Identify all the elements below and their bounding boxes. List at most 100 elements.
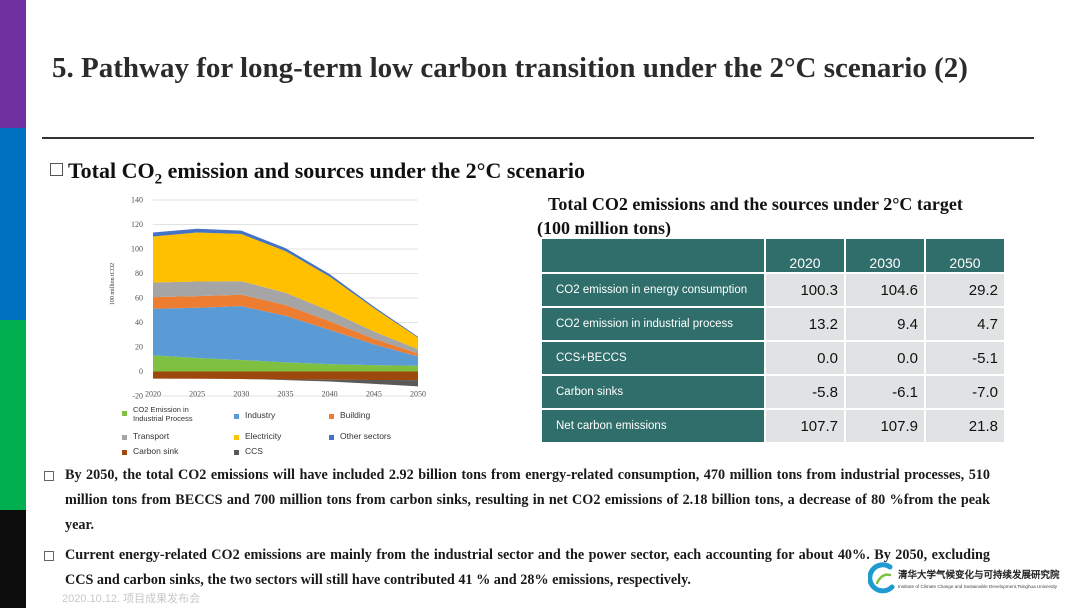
table-cell: -5.8 — [764, 374, 846, 410]
chart-x-ticks: 2020 2025 2030 2035 2040 2045 2050 — [145, 390, 426, 399]
logo-emblem-icon — [868, 562, 895, 594]
table-year-header: 2020 — [764, 237, 846, 274]
chart-y-tick-label: 40 — [135, 318, 143, 327]
table-caption: Total CO2 emissions and the sources unde… — [537, 192, 1027, 240]
chart-y-ticks: -20 0 20 40 60 80 100 120 140 — [131, 196, 143, 401]
table-cell: 0.0 — [764, 340, 846, 376]
chart-x-tick-label: 2040 — [322, 390, 338, 399]
chart-y-tick-label: 0 — [139, 367, 143, 376]
title-divider — [42, 137, 1034, 139]
table-cell: 9.4 — [844, 306, 926, 342]
section-heading-post: emission and sources under the 2°C scena… — [162, 158, 586, 183]
chart-y-tick-label: 60 — [135, 294, 143, 303]
chart-area-series — [153, 378, 418, 387]
legend-label: CCS — [245, 446, 263, 456]
legend-swatch — [329, 435, 334, 440]
legend-label: Industry — [245, 410, 276, 420]
chart-area-series — [153, 228, 418, 338]
chart-y-tick-label: 100 — [131, 245, 143, 254]
section-heading: Total CO2 emission and sources under the… — [50, 158, 585, 188]
chart-areas — [153, 228, 418, 387]
legend-swatch — [234, 450, 239, 455]
legend-swatch — [122, 435, 127, 440]
chart-y-tick-label: 20 — [135, 343, 143, 352]
table-cell: -5.1 — [924, 340, 1006, 376]
bullet-box-icon — [44, 471, 54, 481]
legend-swatch — [234, 414, 239, 419]
section-heading-sub: 2 — [154, 171, 163, 188]
table-cell: 0.0 — [844, 340, 926, 376]
table-row-label: Carbon sinks — [540, 374, 766, 410]
table-cell: 29.2 — [924, 272, 1006, 308]
bullet-box-icon — [50, 163, 63, 176]
chart-y-tick-label: 120 — [131, 220, 143, 229]
chart-x-tick-label: 2020 — [145, 390, 161, 399]
table-row-label: CCS+BECCS — [540, 340, 766, 376]
table-corner-cell — [540, 237, 766, 274]
logo-chinese-name: 清华大学气候变化与可持续发展研究院 — [898, 570, 1060, 581]
legend-label: Carbon sink — [133, 446, 179, 456]
emissions-table: 2020 2030 2050 CO2 emission in energy co… — [540, 237, 1006, 444]
table-header-row: 2020 2030 2050 — [540, 237, 1006, 274]
chart-x-tick-label: 2025 — [189, 390, 205, 399]
table-year-header: 2030 — [844, 237, 926, 274]
section-heading-pre: Total CO — [68, 158, 155, 183]
legend-label: Transport — [133, 431, 170, 441]
table-caption-line2: (100 million tons) — [537, 218, 672, 238]
legend-swatch — [122, 411, 127, 416]
table-year-header: 2050 — [924, 237, 1006, 274]
legend-swatch — [234, 435, 239, 440]
paragraph-sector-emissions: Current energy-related CO2 emissions are… — [44, 543, 990, 593]
chart-x-tick-label: 2035 — [278, 390, 294, 399]
black-stripe — [0, 510, 26, 608]
table-row: CCS+BECCS 0.0 0.0 -5.1 — [540, 340, 1006, 376]
green-stripe — [0, 320, 26, 510]
table-row: Net carbon emissions 107.7 107.9 21.8 — [540, 408, 1006, 444]
chart-area-series — [153, 281, 418, 354]
table-cell: -6.1 — [844, 374, 926, 410]
chart-area-series — [153, 306, 418, 366]
page-title: 5. Pathway for long-term low carbon tran… — [52, 52, 968, 84]
legend-label: CO2 Emission in Industrial Process — [133, 405, 193, 423]
purple-stripe — [0, 0, 26, 128]
table-cell: 21.8 — [924, 408, 1006, 444]
table-row: Carbon sinks -5.8 -6.1 -7.0 — [540, 374, 1006, 410]
paragraph-text: Current energy-related CO2 emissions are… — [65, 547, 990, 588]
table-row-label: Net carbon emissions — [540, 408, 766, 444]
table-cell: -7.0 — [924, 374, 1006, 410]
paragraph-2050-emissions: By 2050, the total CO2 emissions will ha… — [44, 463, 990, 538]
table-caption-line1: Total CO2 emissions and the sources unde… — [548, 194, 963, 214]
table-row-label: CO2 emission in industrial process — [540, 306, 766, 342]
chart-y-tick-label: -20 — [132, 392, 143, 401]
chart-x-tick-label: 2030 — [233, 390, 249, 399]
table-row: CO2 emission in industrial process 13.2 … — [540, 306, 1006, 342]
footer-date: 2020.10.12. 项目成果发布会 — [62, 593, 201, 605]
legend-swatch — [329, 414, 334, 419]
chart-area-series — [153, 232, 418, 350]
legend-label: Building — [340, 410, 371, 420]
table-cell: 107.9 — [844, 408, 926, 444]
table-cell: 4.7 — [924, 306, 1006, 342]
legend-label: Other sectors — [340, 431, 392, 441]
chart-x-tick-label: 2045 — [366, 390, 382, 399]
chart-area-series — [153, 294, 418, 357]
legend-swatch — [122, 450, 127, 455]
paragraph-text: By 2050, the total CO2 emissions will ha… — [65, 467, 990, 533]
institute-logo: 清华大学气候变化与可持续发展研究院 Institute of Climate C… — [868, 561, 1078, 595]
table-row: CO2 emission in energy consumption 100.3… — [540, 272, 1006, 308]
table-cell: 13.2 — [764, 306, 846, 342]
table-cell: 104.6 — [844, 272, 926, 308]
chart-y-tick-label: 80 — [135, 269, 143, 278]
chart-area-series — [153, 355, 418, 372]
table-cell: 100.3 — [764, 272, 846, 308]
chart-legend: CO2 Emission in Industrial Process Indust… — [122, 405, 422, 456]
table-row-label: CO2 emission in energy consumption — [540, 272, 766, 308]
blue-stripe — [0, 128, 26, 320]
legend-label: Electricity — [245, 431, 282, 441]
chart-y-axis-label: 100 million tCO2 — [110, 263, 116, 305]
chart-x-tick-label: 2050 — [410, 390, 426, 399]
table-cell: 107.7 — [764, 408, 846, 444]
chart-area-series — [153, 371, 418, 381]
bullet-box-icon — [44, 551, 54, 561]
